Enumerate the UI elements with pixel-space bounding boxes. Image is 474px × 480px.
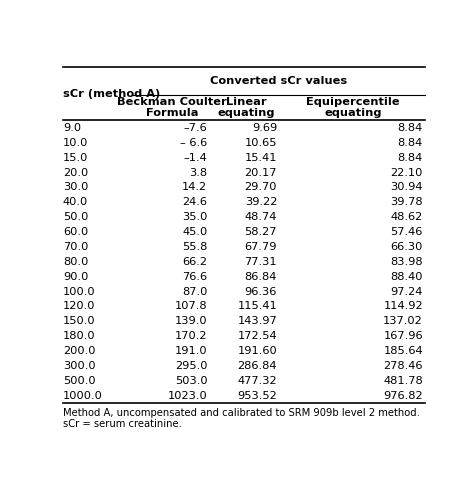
Text: 170.2: 170.2 bbox=[175, 331, 207, 341]
Text: 8.84: 8.84 bbox=[398, 123, 423, 133]
Text: Converted sCr values: Converted sCr values bbox=[210, 76, 347, 86]
Text: 22.10: 22.10 bbox=[391, 168, 423, 178]
Text: 10.65: 10.65 bbox=[245, 138, 277, 148]
Text: 10.0: 10.0 bbox=[63, 138, 88, 148]
Text: 45.0: 45.0 bbox=[182, 227, 207, 237]
Text: – 6.6: – 6.6 bbox=[180, 138, 207, 148]
Text: 29.70: 29.70 bbox=[245, 182, 277, 192]
Text: 150.0: 150.0 bbox=[63, 316, 96, 326]
Text: 191.60: 191.60 bbox=[237, 346, 277, 356]
Text: 1000.0: 1000.0 bbox=[63, 391, 103, 401]
Text: 20.17: 20.17 bbox=[245, 168, 277, 178]
Text: 70.0: 70.0 bbox=[63, 242, 88, 252]
Text: 120.0: 120.0 bbox=[63, 301, 95, 312]
Text: 76.6: 76.6 bbox=[182, 272, 207, 282]
Text: 180.0: 180.0 bbox=[63, 331, 96, 341]
Text: 90.0: 90.0 bbox=[63, 272, 88, 282]
Text: 15.0: 15.0 bbox=[63, 153, 88, 163]
Text: 80.0: 80.0 bbox=[63, 257, 88, 267]
Text: 66.30: 66.30 bbox=[391, 242, 423, 252]
Text: 55.8: 55.8 bbox=[182, 242, 207, 252]
Text: 39.22: 39.22 bbox=[245, 197, 277, 207]
Text: 100.0: 100.0 bbox=[63, 287, 96, 297]
Text: 300.0: 300.0 bbox=[63, 361, 96, 371]
Text: 58.27: 58.27 bbox=[245, 227, 277, 237]
Text: 86.84: 86.84 bbox=[245, 272, 277, 282]
Text: 66.2: 66.2 bbox=[182, 257, 207, 267]
Text: sCr = serum creatinine.: sCr = serum creatinine. bbox=[63, 420, 182, 430]
Text: 167.96: 167.96 bbox=[383, 331, 423, 341]
Text: 107.8: 107.8 bbox=[174, 301, 207, 312]
Text: 3.8: 3.8 bbox=[189, 168, 207, 178]
Text: 953.52: 953.52 bbox=[237, 391, 277, 401]
Text: 115.41: 115.41 bbox=[237, 301, 277, 312]
Text: 77.31: 77.31 bbox=[245, 257, 277, 267]
Text: Beckman Coulter
Formula: Beckman Coulter Formula bbox=[118, 96, 227, 118]
Text: sCr (method A): sCr (method A) bbox=[63, 89, 160, 98]
Text: 87.0: 87.0 bbox=[182, 287, 207, 297]
Text: 48.62: 48.62 bbox=[391, 212, 423, 222]
Text: 191.0: 191.0 bbox=[174, 346, 207, 356]
Text: 477.32: 477.32 bbox=[237, 376, 277, 386]
Text: 60.0: 60.0 bbox=[63, 227, 88, 237]
Text: 137.02: 137.02 bbox=[383, 316, 423, 326]
Text: Linear
equating: Linear equating bbox=[218, 96, 275, 118]
Text: 172.54: 172.54 bbox=[237, 331, 277, 341]
Text: 48.74: 48.74 bbox=[245, 212, 277, 222]
Text: 67.79: 67.79 bbox=[245, 242, 277, 252]
Text: 1023.0: 1023.0 bbox=[167, 391, 207, 401]
Text: 97.24: 97.24 bbox=[391, 287, 423, 297]
Text: 20.0: 20.0 bbox=[63, 168, 88, 178]
Text: 88.40: 88.40 bbox=[391, 272, 423, 282]
Text: 9.0: 9.0 bbox=[63, 123, 81, 133]
Text: 35.0: 35.0 bbox=[182, 212, 207, 222]
Text: 8.84: 8.84 bbox=[398, 153, 423, 163]
Text: 295.0: 295.0 bbox=[175, 361, 207, 371]
Text: 24.6: 24.6 bbox=[182, 197, 207, 207]
Text: 200.0: 200.0 bbox=[63, 346, 95, 356]
Text: 30.94: 30.94 bbox=[391, 182, 423, 192]
Text: 57.46: 57.46 bbox=[391, 227, 423, 237]
Text: 503.0: 503.0 bbox=[174, 376, 207, 386]
Text: 278.46: 278.46 bbox=[383, 361, 423, 371]
Text: 15.41: 15.41 bbox=[245, 153, 277, 163]
Text: 185.64: 185.64 bbox=[383, 346, 423, 356]
Text: Equipercentile
equating: Equipercentile equating bbox=[306, 96, 400, 118]
Text: 143.97: 143.97 bbox=[237, 316, 277, 326]
Text: 481.78: 481.78 bbox=[383, 376, 423, 386]
Text: 83.98: 83.98 bbox=[390, 257, 423, 267]
Text: 114.92: 114.92 bbox=[383, 301, 423, 312]
Text: 96.36: 96.36 bbox=[245, 287, 277, 297]
Text: 139.0: 139.0 bbox=[174, 316, 207, 326]
Text: –7.6: –7.6 bbox=[183, 123, 207, 133]
Text: 39.78: 39.78 bbox=[390, 197, 423, 207]
Text: 40.0: 40.0 bbox=[63, 197, 88, 207]
Text: 500.0: 500.0 bbox=[63, 376, 96, 386]
Text: Method A, uncompensated and calibrated to SRM 909b level 2 method.: Method A, uncompensated and calibrated t… bbox=[63, 408, 420, 418]
Text: 50.0: 50.0 bbox=[63, 212, 88, 222]
Text: 8.84: 8.84 bbox=[398, 138, 423, 148]
Text: 30.0: 30.0 bbox=[63, 182, 88, 192]
Text: –1.4: –1.4 bbox=[183, 153, 207, 163]
Text: 14.2: 14.2 bbox=[182, 182, 207, 192]
Text: 976.82: 976.82 bbox=[383, 391, 423, 401]
Text: 286.84: 286.84 bbox=[237, 361, 277, 371]
Text: 9.69: 9.69 bbox=[252, 123, 277, 133]
